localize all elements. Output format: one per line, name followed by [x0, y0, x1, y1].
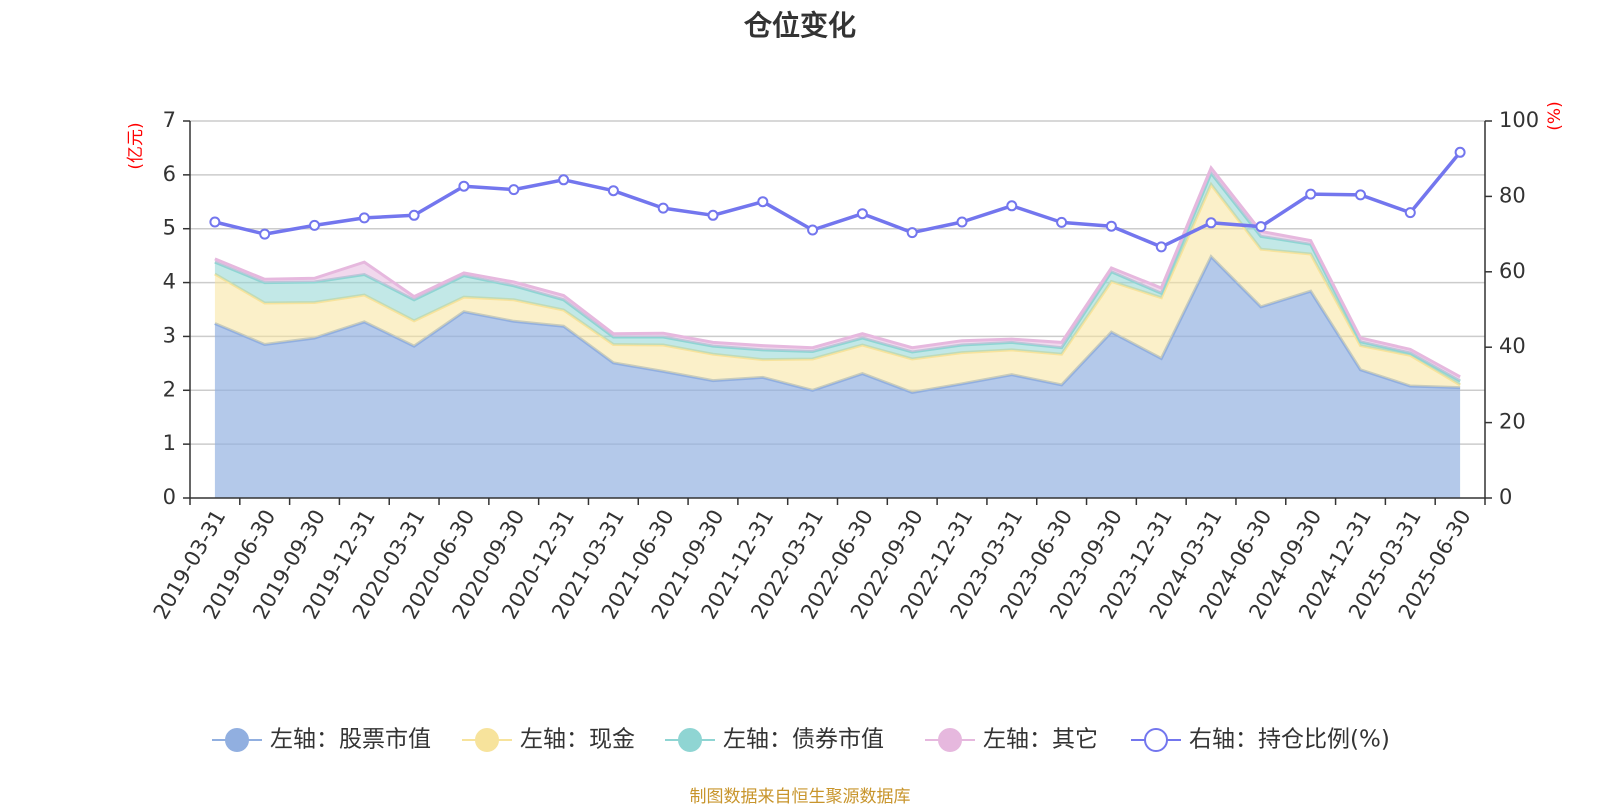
area-series-2	[214, 173, 1461, 385]
legend-marker-3	[938, 728, 962, 752]
right-tick-label-20: 20	[1499, 410, 1526, 434]
chart-title: 仓位变化	[743, 9, 856, 42]
ratio-point-12	[807, 224, 819, 236]
left-tick-label-7: 7	[163, 108, 176, 132]
ratio-point-22	[1305, 188, 1317, 200]
ratio-point-2	[309, 219, 320, 231]
left-tick-label-3: 3	[163, 323, 176, 347]
right-tick-label-40: 40	[1499, 334, 1526, 358]
left-tick-label-1: 1	[163, 431, 176, 455]
ratio-point-14	[906, 227, 918, 239]
ratio-point-0	[209, 216, 221, 228]
ratio-point-16	[1006, 200, 1018, 212]
legend-marker-0	[225, 728, 249, 752]
right-tick-label-0: 0	[1499, 485, 1512, 509]
ratio-point-9	[657, 202, 669, 214]
ratio-line	[209, 146, 1466, 253]
data-source-note: 制图数据来自恒生聚源数据库	[689, 787, 911, 807]
ratio-point-6	[508, 184, 520, 196]
ratio-point-5	[458, 180, 470, 192]
left-tick-label-5: 5	[163, 216, 176, 240]
right-tick-label-100: 100	[1499, 108, 1539, 132]
ratio-point-1	[259, 228, 271, 240]
ratio-point-3	[358, 212, 370, 224]
ratio-point-7	[558, 174, 570, 186]
legend: 左轴：股票市值 左轴：现金 左轴：债券市值 左轴：其它 右轴：持仓比例(%)	[212, 727, 1390, 753]
right-tick-label-80: 80	[1499, 183, 1526, 207]
legend-label-3: 左轴：其它	[983, 727, 1098, 753]
ratio-point-15	[956, 216, 968, 228]
right-tick-label-60: 60	[1499, 259, 1526, 283]
stacked-areas	[214, 164, 1461, 498]
left-tick-label-4: 4	[163, 270, 176, 294]
area-series-0	[214, 256, 1461, 498]
legend-label-4: 右轴：持仓比例(%)	[1189, 727, 1390, 753]
ratio-point-24	[1404, 207, 1416, 219]
ratio-point-4	[408, 209, 420, 221]
legend-marker-1	[475, 728, 499, 752]
left-tick-label-2: 2	[163, 377, 176, 401]
legend-label-0: 左轴：股票市值	[270, 727, 431, 753]
ratio-point-11	[757, 196, 769, 208]
legend-label-2: 左轴：债券市值	[723, 727, 884, 753]
area-series-1	[214, 184, 1461, 393]
legend-label-1: 左轴：现金	[520, 727, 635, 753]
ratio-point-13	[856, 208, 868, 220]
ratio-point-17	[1056, 216, 1068, 228]
left-tick-label-6: 6	[163, 162, 176, 186]
ratio-point-19	[1155, 241, 1167, 253]
ratio-point-21	[1255, 221, 1267, 233]
legend-marker-2	[678, 728, 702, 752]
ratio-point-25	[1454, 146, 1466, 158]
ratio-line-path	[214, 151, 1462, 249]
ratio-point-18	[1105, 220, 1117, 232]
ratio-point-8	[607, 185, 619, 197]
legend-marker-4	[1144, 728, 1168, 752]
ratio-point-23	[1355, 189, 1366, 201]
right-axis-label: (%)	[1545, 101, 1565, 130]
ratio-point-20	[1205, 217, 1217, 229]
left-axis-label: (亿元)	[126, 122, 146, 169]
area-edge-series-3	[214, 164, 1461, 379]
ratio-point-10	[707, 209, 719, 221]
left-tick-label-0: 0	[163, 485, 176, 509]
